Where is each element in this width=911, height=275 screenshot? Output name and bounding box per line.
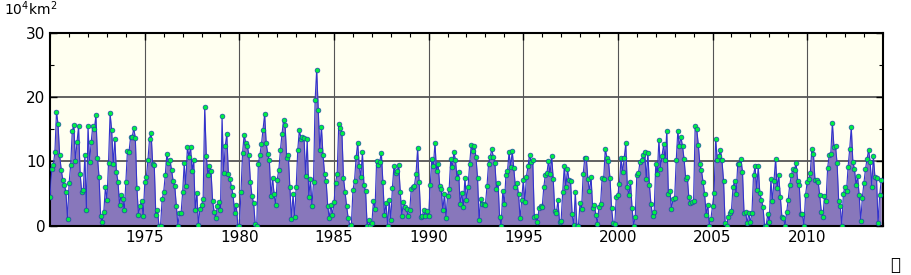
Text: $10^4$km$^2$: $10^4$km$^2$ [5, 0, 57, 18]
Text: 年: 年 [889, 256, 899, 274]
